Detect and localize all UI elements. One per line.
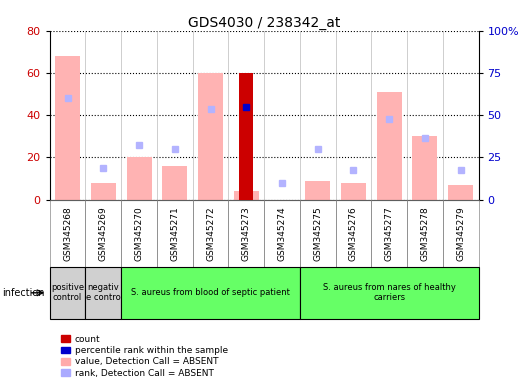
Bar [407,200,443,267]
Bar [121,267,300,319]
Text: negativ
e contro: negativ e contro [86,283,121,303]
Bar [305,181,330,200]
Bar [50,267,85,319]
Bar [300,200,336,267]
Bar [341,183,366,200]
Text: GSM345277: GSM345277 [385,206,394,261]
Bar [85,200,121,267]
Bar [157,200,192,267]
Text: GSM345269: GSM345269 [99,206,108,261]
Text: GSM345274: GSM345274 [278,206,287,261]
Bar [413,136,437,200]
Bar [192,200,229,267]
Text: GSM345271: GSM345271 [170,206,179,261]
Bar [371,200,407,267]
Title: GDS4030 / 238342_at: GDS4030 / 238342_at [188,16,340,30]
Bar [162,166,187,200]
Bar [50,200,85,267]
Bar [121,200,157,267]
Legend: count, percentile rank within the sample, value, Detection Call = ABSENT, rank, : count, percentile rank within the sample… [60,333,230,379]
Text: GSM345268: GSM345268 [63,206,72,261]
Bar [336,200,371,267]
Bar [448,185,473,200]
Text: GSM345276: GSM345276 [349,206,358,261]
Bar [85,267,121,319]
Bar [127,157,152,200]
Bar [264,200,300,267]
Text: GSM345278: GSM345278 [420,206,429,261]
Text: S. aureus from nares of healthy
carriers: S. aureus from nares of healthy carriers [323,283,456,303]
Text: GSM345272: GSM345272 [206,206,215,261]
Text: GSM345275: GSM345275 [313,206,322,261]
Text: positive
control: positive control [51,283,84,303]
Bar [234,191,259,200]
Bar [240,73,253,200]
Text: infection: infection [3,288,45,298]
Text: GSM345270: GSM345270 [134,206,143,261]
Bar [443,200,479,267]
Text: GSM345273: GSM345273 [242,206,251,261]
Bar [198,73,223,200]
Bar [229,200,264,267]
Bar [300,267,479,319]
Text: S. aureus from blood of septic patient: S. aureus from blood of septic patient [131,288,290,297]
Bar [377,92,402,200]
Text: GSM345279: GSM345279 [456,206,465,261]
Bar [91,183,116,200]
Bar [55,56,80,200]
